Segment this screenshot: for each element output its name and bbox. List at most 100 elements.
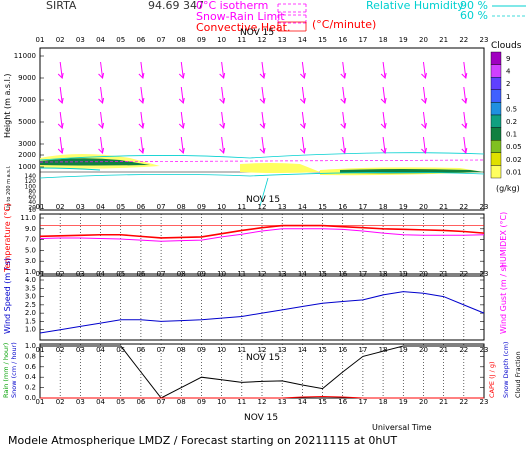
wind-barb bbox=[180, 111, 184, 129]
hour-tick-label: 21 bbox=[439, 398, 448, 406]
wind-barb bbox=[301, 136, 305, 154]
hour-tick-label: 18 bbox=[379, 36, 388, 44]
wind-barb-head bbox=[380, 122, 387, 130]
wind-barb-head bbox=[300, 122, 306, 130]
hour-tick-label: 20 bbox=[419, 270, 428, 278]
wind-barb-head bbox=[421, 147, 427, 155]
wind-barb-head bbox=[178, 72, 185, 80]
wind-barb-head bbox=[219, 122, 226, 130]
clouds-legend-swatch bbox=[490, 139, 502, 153]
wind-series-line bbox=[39, 291, 485, 334]
wind-barb-head bbox=[380, 97, 387, 105]
hour-tick-label: 21 bbox=[439, 36, 448, 44]
wind-barb-head bbox=[138, 72, 145, 80]
hour-tick-label: 04 bbox=[96, 36, 105, 44]
hour-tick-label: 13 bbox=[278, 36, 287, 44]
temperature-tick-label: 9.0 bbox=[25, 225, 36, 233]
wind-barb bbox=[59, 136, 63, 154]
wind-barb bbox=[261, 136, 265, 154]
wind-barb bbox=[463, 136, 467, 154]
humidity-90: 90 % bbox=[460, 0, 488, 12]
hour-tick-label: 23 bbox=[480, 398, 489, 406]
hour-tick-label: 04 bbox=[96, 203, 105, 211]
hour-tick-label: 22 bbox=[459, 398, 468, 406]
wind-barb-head bbox=[98, 72, 105, 80]
temperature-tick-label: 1.0 bbox=[25, 268, 36, 276]
wind-tick-label: 3.5 bbox=[25, 284, 36, 292]
wind-tick-label: 2.0 bbox=[25, 309, 36, 317]
wind-barb-head bbox=[219, 97, 226, 105]
wind-barb bbox=[59, 86, 63, 104]
temperature-series-line bbox=[39, 224, 485, 239]
wind-barb-head bbox=[178, 97, 185, 105]
temperature-tick-label: 11.0 bbox=[20, 214, 36, 222]
coordinates-suffix: 347 bbox=[183, 0, 204, 12]
hour-tick-label: 12 bbox=[258, 203, 267, 211]
temperature-tick-label: 3.0 bbox=[25, 257, 36, 265]
hour-tick-label: 22 bbox=[459, 36, 468, 44]
hour-tick-label: 20 bbox=[419, 36, 428, 44]
height-lower-tick-label: 60 bbox=[28, 194, 36, 201]
clouds-legend-swatch bbox=[490, 114, 502, 128]
snow-axis-label: Snow (cm / hour) bbox=[10, 342, 18, 398]
clouds-legend-swatch bbox=[490, 64, 502, 78]
wind-barb bbox=[301, 61, 305, 79]
hour-tick-label: 11 bbox=[237, 36, 246, 44]
wind-barb bbox=[59, 111, 63, 129]
clouds-legend-level: 0.5 bbox=[506, 105, 517, 113]
wind-barb bbox=[140, 136, 144, 154]
hour-tick-label: 10 bbox=[217, 398, 226, 406]
wind-barb-head bbox=[461, 97, 468, 105]
hour-tick-label: 09 bbox=[197, 270, 206, 278]
wind-barb bbox=[140, 61, 144, 79]
wind-barb bbox=[100, 111, 104, 129]
station-label: SIRTA bbox=[46, 0, 77, 12]
hour-tick-label: 12 bbox=[258, 398, 267, 406]
hour-tick-label: 17 bbox=[358, 203, 367, 211]
rain-tick-label: 0.0 bbox=[25, 394, 36, 402]
height-lower-axis-label: Up to 200 m a.s.l. bbox=[6, 165, 12, 210]
temperature-tick-label: 5.0 bbox=[25, 246, 36, 254]
temperature-series-line bbox=[39, 228, 485, 242]
wind-barb-head bbox=[57, 147, 64, 155]
clouds-legend-swatch bbox=[490, 89, 502, 103]
wind-barb bbox=[342, 136, 346, 154]
wind-barb-head bbox=[380, 147, 387, 155]
hour-tick-label: 03 bbox=[76, 270, 85, 278]
hour-tick-label: 05 bbox=[116, 36, 125, 44]
rain-tick-label: 0.6 bbox=[25, 363, 37, 371]
wind-barb-head bbox=[259, 72, 266, 80]
height-lower-tick-label: 120 bbox=[25, 178, 37, 185]
clouds-legend-level: 0.01 bbox=[506, 168, 522, 176]
hour-tick-label: 18 bbox=[379, 203, 388, 211]
height-tick-label: 11000 bbox=[14, 52, 36, 60]
hour-tick-label: 13 bbox=[278, 398, 287, 406]
hour-tick-label: 16 bbox=[338, 398, 347, 406]
height-tick-label: 7000 bbox=[18, 96, 36, 104]
snow-depth-axis-label: Snow Depth (cm) bbox=[502, 342, 510, 398]
hour-tick-label: 06 bbox=[136, 270, 145, 278]
wind-barb-head bbox=[380, 72, 387, 80]
wind-barb bbox=[100, 86, 104, 104]
hour-tick-label: 08 bbox=[177, 203, 186, 211]
hour-tick-label: 16 bbox=[338, 270, 347, 278]
hour-tick-label: 02 bbox=[56, 398, 65, 406]
clouds-legend-swatch bbox=[490, 76, 502, 90]
cloud-fraction-axis-label: Cloud Fraction bbox=[514, 351, 522, 398]
hour-tick-label: 18 bbox=[379, 270, 388, 278]
wind-barb-head bbox=[98, 147, 105, 155]
wind-barb bbox=[463, 86, 467, 104]
wind-barb-head bbox=[178, 147, 185, 155]
hour-tick-label: 01 bbox=[36, 398, 45, 406]
rain-axis-label: Rain (mm / hour) bbox=[2, 343, 10, 398]
wind-tick-label: 4.0 bbox=[25, 276, 36, 284]
hour-tick-label: 10 bbox=[217, 203, 226, 211]
hour-tick-label: 19 bbox=[399, 36, 408, 44]
hour-tick-label: 19 bbox=[399, 270, 408, 278]
wind-barb bbox=[221, 136, 225, 154]
wind-speed-axis-label: Wind Speed (m / s) bbox=[3, 258, 12, 334]
wind-barb-head bbox=[138, 97, 145, 105]
wind-barb bbox=[382, 136, 386, 154]
hour-tick-label: 15 bbox=[318, 36, 327, 44]
hour-tick-label: 04 bbox=[96, 398, 105, 406]
